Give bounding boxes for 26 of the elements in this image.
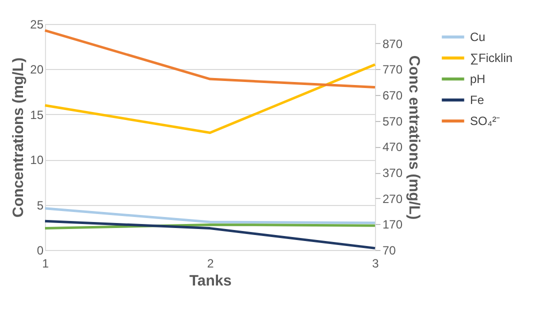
x-axis-title: Tanks — [189, 272, 232, 290]
legend-label: Fe — [470, 93, 484, 107]
x-tick-label: 1 — [42, 256, 50, 270]
y-tick-label: 5 — [36, 198, 44, 212]
legend-label: SO₄²⁻ — [470, 114, 500, 128]
y2-tick-label: 270 — [382, 192, 403, 206]
y2-tick-label: 170 — [382, 218, 403, 232]
y2-tick-label: 470 — [382, 140, 403, 154]
legend-label: Cu — [470, 30, 486, 44]
legend-label: pH — [470, 72, 486, 86]
y2-tick-label: 670 — [382, 88, 403, 103]
legend-label: ∑Ficklin — [470, 51, 513, 65]
x-tick-label: 2 — [207, 256, 214, 270]
y2-axis-title: Conc entrations (mg/L) — [406, 55, 423, 220]
x-tick-label: 3 — [372, 256, 380, 270]
y2-tick-label: 870 — [382, 36, 403, 51]
y2-tick-label: 370 — [382, 166, 403, 180]
y2-tick-label: 70 — [382, 244, 396, 258]
y-axis-title: Concentrations (mg/L) — [10, 58, 28, 218]
y-tick-label: 10 — [30, 153, 44, 168]
y2-tick-label: 570 — [382, 114, 403, 128]
y2-tick-label: 770 — [382, 62, 403, 77]
y-tick-label: 20 — [30, 62, 44, 77]
y-tick-label: 15 — [30, 108, 44, 122]
y-tick-label: 0 — [36, 244, 44, 258]
y-tick-label: 25 — [30, 18, 44, 32]
